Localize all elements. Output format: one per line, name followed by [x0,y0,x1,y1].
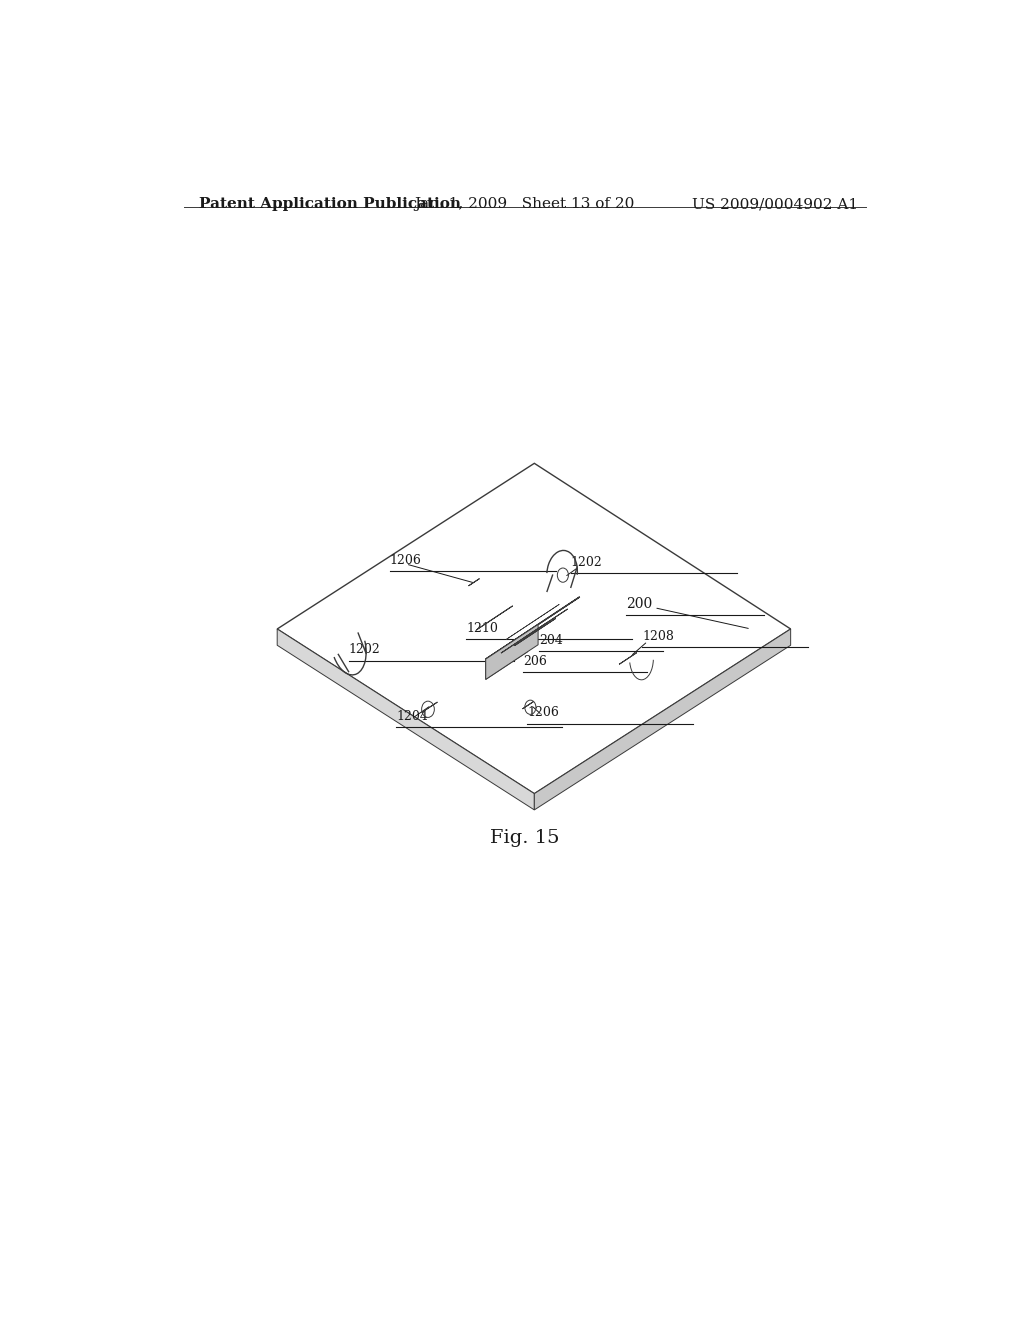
Text: Jan. 1, 2009   Sheet 13 of 20: Jan. 1, 2009 Sheet 13 of 20 [415,197,635,211]
Text: 1208: 1208 [642,630,674,643]
Text: 1202: 1202 [348,643,380,656]
Polygon shape [485,631,527,680]
Polygon shape [469,578,479,586]
Text: 204: 204 [539,635,563,647]
Polygon shape [524,622,548,638]
Text: 1202: 1202 [570,556,602,569]
Polygon shape [514,618,556,645]
Text: 1210: 1210 [466,622,498,635]
Polygon shape [278,630,535,810]
Polygon shape [506,605,559,639]
Polygon shape [501,609,567,653]
Text: 206: 206 [523,655,547,668]
Polygon shape [422,702,437,713]
Polygon shape [476,606,513,630]
Text: Fig. 15: Fig. 15 [490,829,559,847]
Text: 1206: 1206 [390,554,422,568]
Text: US 2009/0004902 A1: US 2009/0004902 A1 [692,197,858,211]
Text: 1204: 1204 [396,710,428,722]
Text: 200: 200 [627,597,652,611]
Polygon shape [535,630,791,810]
Text: 1206: 1206 [527,706,559,719]
Polygon shape [485,597,580,659]
Text: Patent Application Publication: Patent Application Publication [200,197,462,211]
Polygon shape [522,702,534,709]
Polygon shape [620,652,637,664]
Polygon shape [278,463,791,793]
Polygon shape [485,624,538,680]
